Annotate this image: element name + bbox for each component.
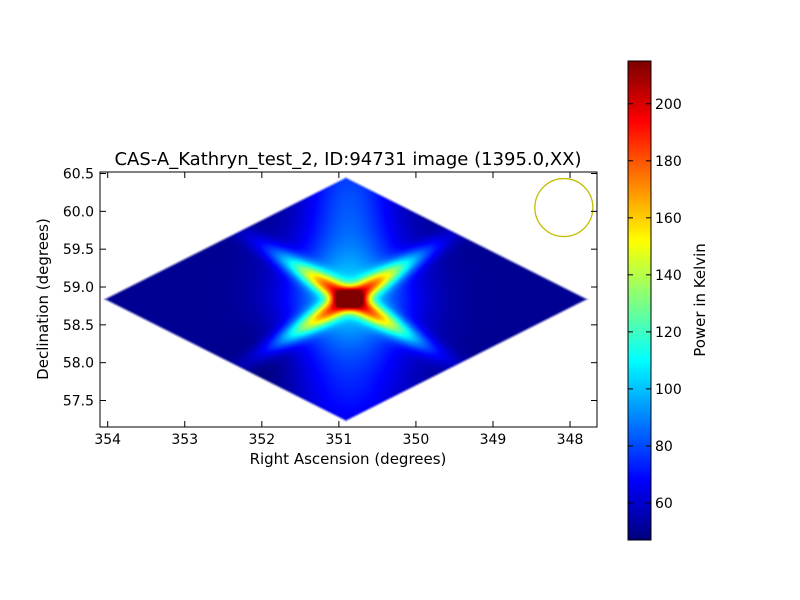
colorbar-label: Power in Kelvin [691,243,709,357]
x-tick-label: 348 [557,432,584,448]
y-tick-label: 57.5 [63,394,94,410]
colorbar-tick-label: 100 [655,382,682,398]
x-tick-label: 350 [403,432,430,448]
colorbar-tick-label: 80 [655,439,673,455]
y-tick-label: 60.0 [63,204,94,220]
colorbar-gradient [628,61,651,540]
plot-area [100,172,597,427]
x-tick-label: 354 [94,432,121,448]
y-tick-label: 59.5 [63,242,94,258]
x-tick-label: 352 [248,432,275,448]
colorbar-tick-label: 180 [655,154,682,170]
y-tick-label: 58.0 [63,356,94,372]
x-tick-label: 353 [171,432,198,448]
colorbar-tick-label: 140 [655,268,682,284]
heatmap-image [100,172,597,427]
x-tick-label: 351 [326,432,353,448]
chart-title: CAS-A_Kathryn_test_2, ID:94731 image (13… [114,149,581,170]
colorbar-tick-label: 160 [655,211,682,227]
colorbar-tick-label: 200 [655,97,682,113]
colorbar-tick-label: 60 [655,496,673,512]
y-tick-label: 59.0 [63,280,94,296]
x-axis-label: Right Ascension (degrees) [250,450,447,468]
colorbar-tick-label: 120 [655,325,682,341]
x-tick-label: 349 [480,432,507,448]
y-tick-label: 58.5 [63,318,94,334]
y-axis-label: Declination (degrees) [34,218,52,380]
y-tick-label: 60.5 [63,167,94,183]
colorbar: 60 80 100 120 140 160 180 200 Power in Kelvin [628,61,709,540]
